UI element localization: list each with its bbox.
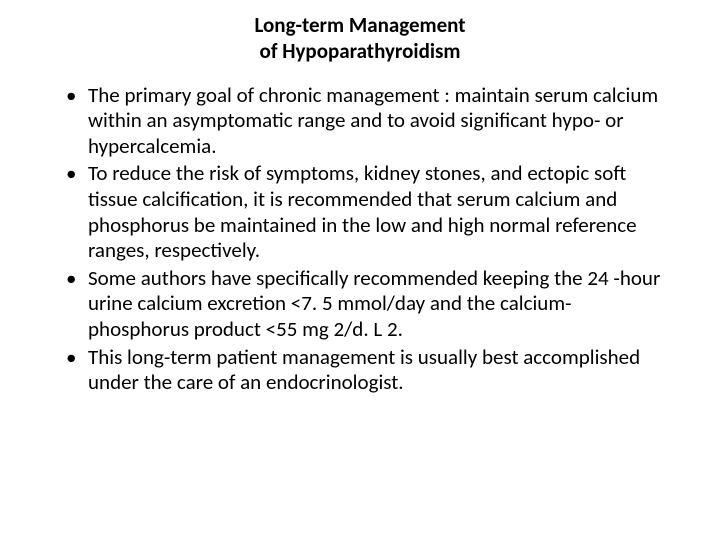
slide-title: Long-term Management of Hypoparathyroidi… xyxy=(40,12,680,65)
list-item: To reduce the risk of symptoms, kidney s… xyxy=(66,161,670,263)
bullet-text: The primary goal of chronic management :… xyxy=(88,82,658,159)
title-line-2: of Hypoparathyroidism xyxy=(260,38,461,64)
list-item: The primary goal of chronic management :… xyxy=(66,83,670,160)
list-item: Some authors have specifically recommend… xyxy=(66,266,670,343)
bullet-list: The primary goal of chronic management :… xyxy=(40,83,680,396)
bullet-text: To reduce the risk of symptoms, kidney s… xyxy=(88,160,637,263)
list-item: This long-term patient management is usu… xyxy=(66,345,670,396)
bullet-text: This long-term patient management is usu… xyxy=(88,344,640,396)
slide: Long-term Management of Hypoparathyroidi… xyxy=(0,0,720,540)
bullet-text: Some authors have specifically recommend… xyxy=(88,265,660,342)
title-line-1: Long-term Management xyxy=(254,12,465,38)
